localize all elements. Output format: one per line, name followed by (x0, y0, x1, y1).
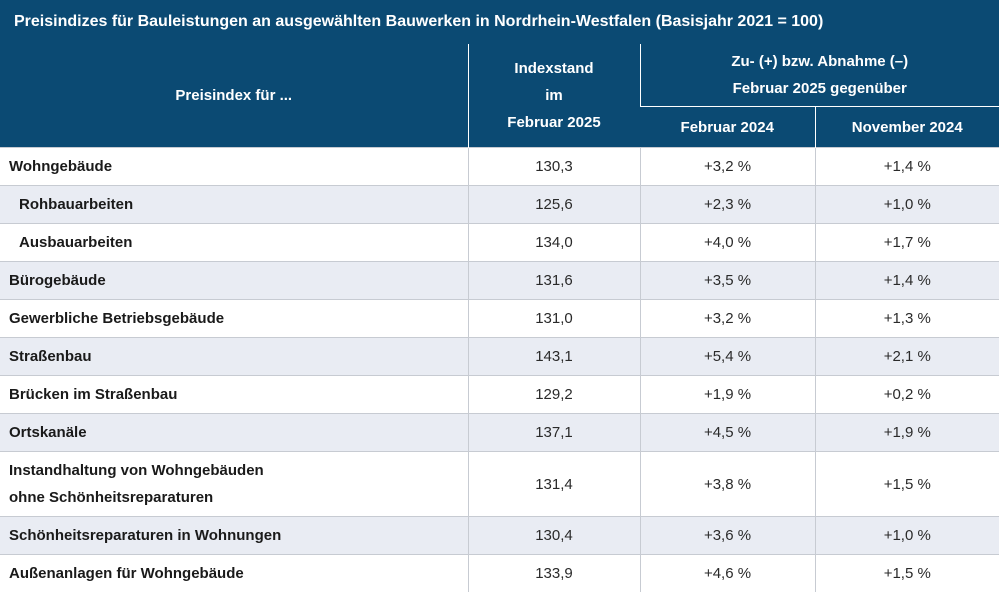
row-change-nov: +1,4 % (814, 147, 999, 186)
row-change-feb: +2,3 % (639, 185, 815, 224)
row-label-line1: Instandhaltung von Wohngebäuden (9, 462, 264, 479)
header-index-line1: Indexstand (514, 60, 594, 77)
table-row: Bürogebäude 131,6 +3,5 % +1,4 % (0, 261, 999, 300)
header-nov-2024: November 2024 (814, 106, 999, 148)
row-change-nov: +2,1 % (814, 337, 999, 376)
table-row: Wohngebäude 130,3 +3,2 % +1,4 % (0, 147, 999, 186)
row-change-feb: +4,0 % (639, 223, 815, 262)
row-change-nov: +1,7 % (814, 223, 999, 262)
row-label: Instandhaltung von Wohngebäuden ohne Sch… (0, 451, 468, 517)
header-index-column: Indexstand im Februar 2025 (467, 44, 640, 148)
row-label: Ausbauarbeiten (0, 223, 468, 262)
table-row: Außenanlagen für Wohngebäude 133,9 +4,6 … (0, 554, 999, 592)
header-index-line3: Februar 2025 (507, 114, 601, 131)
row-label: Straßenbau (0, 337, 468, 376)
row-change-feb: +3,5 % (639, 261, 815, 300)
row-index: 137,1 (467, 413, 640, 452)
row-index: 131,4 (467, 451, 640, 517)
row-change-nov: +1,3 % (814, 299, 999, 338)
row-index: 129,2 (467, 375, 640, 414)
header-change-group: Zu- (+) bzw. Abnahme (–) Februar 2025 ge… (639, 44, 999, 107)
row-change-nov: +1,0 % (814, 185, 999, 224)
header-change-line1: Zu- (+) bzw. Abnahme (–) (731, 53, 909, 70)
row-label: Bürogebäude (0, 261, 468, 300)
row-index: 143,1 (467, 337, 640, 376)
row-label: Rohbauarbeiten (0, 185, 468, 224)
table-row: Rohbauarbeiten 125,6 +2,3 % +1,0 % (0, 185, 999, 224)
row-label: Schönheitsreparaturen in Wohnungen (0, 516, 468, 555)
row-change-feb: +3,2 % (639, 299, 815, 338)
row-label: Gewerbliche Betriebsgebäude (0, 299, 468, 338)
table-row: Ausbauarbeiten 134,0 +4,0 % +1,7 % (0, 223, 999, 262)
row-change-feb: +5,4 % (639, 337, 815, 376)
table-row: Straßenbau 143,1 +5,4 % +2,1 % (0, 337, 999, 376)
table-row: Gewerbliche Betriebsgebäude 131,0 +3,2 %… (0, 299, 999, 338)
row-label: Außenanlagen für Wohngebäude (0, 554, 468, 592)
row-index: 131,6 (467, 261, 640, 300)
row-index: 134,0 (467, 223, 640, 262)
row-label: Wohngebäude (0, 147, 468, 186)
table-row: Instandhaltung von Wohngebäuden ohne Sch… (0, 451, 999, 517)
header-index-line2: im (545, 87, 563, 104)
row-change-nov: +1,9 % (814, 413, 999, 452)
row-index: 130,3 (467, 147, 640, 186)
table-row: Schönheitsreparaturen in Wohnungen 130,4… (0, 516, 999, 555)
row-change-feb: +1,9 % (639, 375, 815, 414)
header-feb-2024: Februar 2024 (640, 106, 815, 148)
row-change-nov: +0,2 % (814, 375, 999, 414)
row-index: 130,4 (467, 516, 640, 555)
row-change-feb: +4,6 % (639, 554, 815, 592)
row-change-feb: +3,6 % (639, 516, 815, 555)
row-change-feb: +3,8 % (639, 451, 815, 517)
table-title: Preisindizes für Bauleistungen an ausgew… (0, 0, 999, 44)
row-change-feb: +3,2 % (639, 147, 815, 186)
row-change-nov: +1,0 % (814, 516, 999, 555)
row-change-nov: +1,5 % (814, 451, 999, 517)
header-label-column: Preisindex für ... (0, 44, 468, 148)
row-index: 133,9 (467, 554, 640, 592)
row-label: Brücken im Straßenbau (0, 375, 468, 414)
row-label: Ortskanäle (0, 413, 468, 452)
row-index: 131,0 (467, 299, 640, 338)
table-row: Brücken im Straßenbau 129,2 +1,9 % +0,2 … (0, 375, 999, 414)
price-index-table: Preisindex für ... Indexstand im Februar… (0, 44, 999, 592)
row-change-nov: +1,4 % (814, 261, 999, 300)
table-row: Ortskanäle 137,1 +4,5 % +1,9 % (0, 413, 999, 452)
row-index: 125,6 (467, 185, 640, 224)
row-change-feb: +4,5 % (639, 413, 815, 452)
header-change-line2: Februar 2025 gegenüber (732, 80, 907, 97)
row-label-line2: ohne Schönheitsreparaturen (9, 489, 214, 506)
row-change-nov: +1,5 % (814, 554, 999, 592)
